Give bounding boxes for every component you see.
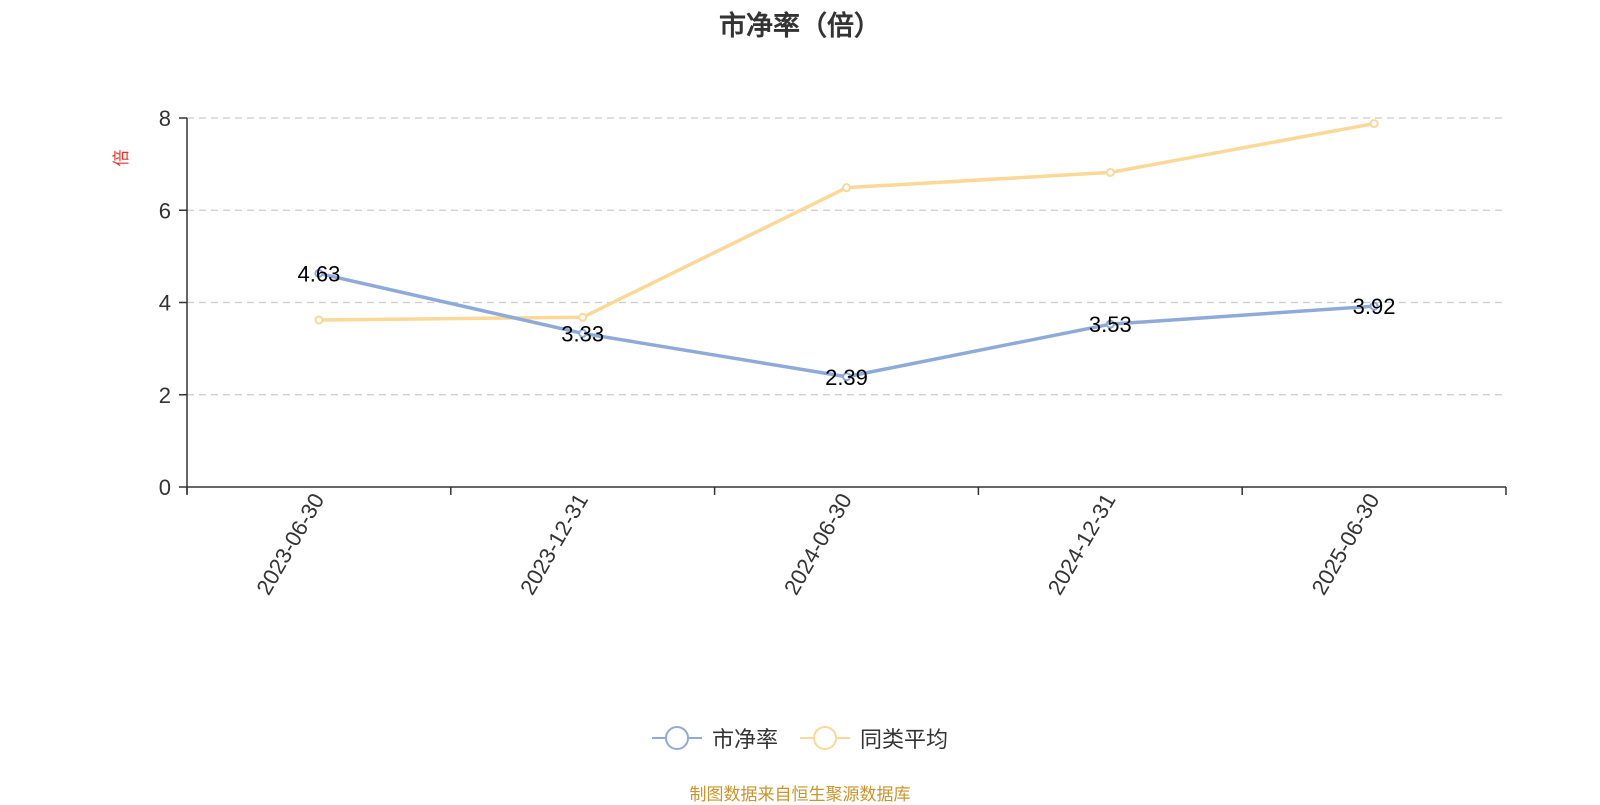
data-point[interactable] [1369, 301, 1379, 311]
data-point[interactable] [1105, 319, 1115, 329]
y-tick-label: 4 [159, 291, 171, 316]
y-tick-label: 6 [159, 198, 171, 223]
gridlines [187, 117, 1506, 396]
y-tick-label: 0 [159, 475, 171, 500]
data-label: 3.92 [1353, 294, 1396, 319]
data-point[interactable] [578, 312, 588, 322]
x-tick-label: 2024-06-30 [779, 489, 857, 599]
data-labels: 4.63 3.33 2.39 3.53 3.92 [297, 261, 1395, 389]
legend-label-peer-average: 同类平均 [860, 728, 949, 753]
data-point[interactable] [578, 328, 588, 338]
data-point[interactable] [842, 372, 851, 382]
data-label: 2.39 [825, 365, 868, 390]
legend-label-pb: 市净率 [711, 728, 778, 753]
data-source-note: 制图数据来自恒生聚源数据库 [689, 785, 911, 805]
legend-item-peer-average[interactable]: 同类平均 [800, 722, 948, 754]
y-axis-label: 倍 [112, 150, 131, 167]
data-point[interactable] [842, 183, 851, 193]
x-tick-label: 2024-12-31 [1043, 489, 1121, 599]
x-tick-label: 2023-06-30 [251, 489, 329, 599]
series-line-pb [318, 271, 1375, 379]
data-point[interactable] [314, 315, 324, 325]
data-point[interactable] [1105, 167, 1115, 177]
data-point[interactable] [314, 268, 324, 278]
x-tick-label: 2025-06-30 [1307, 489, 1385, 599]
data-label: 4.63 [297, 261, 340, 286]
data-label: 3.33 [561, 321, 604, 346]
chart-title: 市净率（倍） [719, 11, 881, 42]
data-label: 3.53 [1089, 312, 1132, 337]
series-line-peer-average [318, 121, 1375, 322]
y-tick-label: 2 [159, 383, 171, 408]
legend: 市净率 同类平均 [0, 722, 1600, 754]
legend-line-circle-icon [651, 726, 702, 750]
series-lines [314, 119, 1379, 382]
axes: 0 2 4 6 8 2023-06-30 2023-12-31 2024-06-30 2024-… [159, 106, 1507, 599]
legend-line-circle-icon [800, 726, 850, 750]
data-point[interactable] [1369, 119, 1379, 129]
legend-item-pb[interactable]: 市净率 [651, 722, 778, 754]
y-tick-label: 8 [159, 106, 171, 131]
x-tick-label: 2023-12-31 [515, 489, 593, 599]
